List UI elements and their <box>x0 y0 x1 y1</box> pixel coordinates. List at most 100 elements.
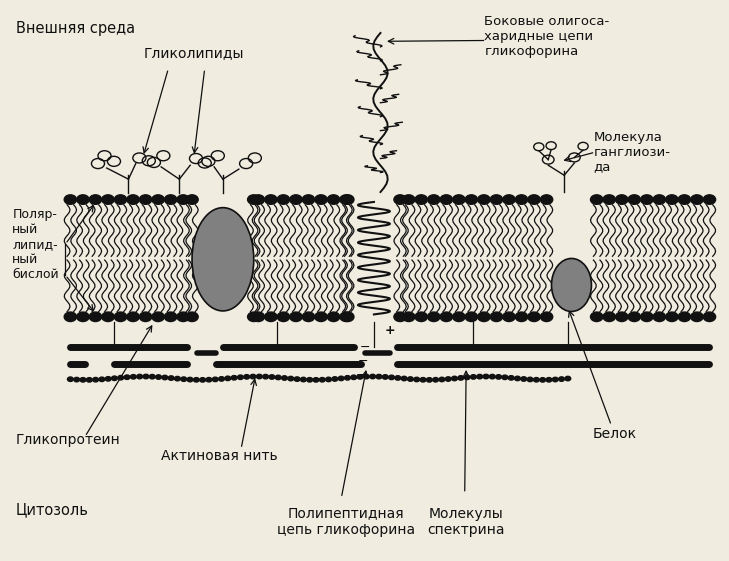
Circle shape <box>139 312 152 321</box>
Circle shape <box>364 374 370 379</box>
Circle shape <box>243 375 249 379</box>
Circle shape <box>177 195 190 204</box>
Circle shape <box>77 195 89 204</box>
Circle shape <box>102 195 114 204</box>
Circle shape <box>515 376 521 381</box>
Circle shape <box>165 312 177 321</box>
Circle shape <box>483 374 489 379</box>
Circle shape <box>470 375 476 379</box>
Circle shape <box>382 375 388 379</box>
Circle shape <box>515 312 528 321</box>
Circle shape <box>86 378 92 382</box>
Circle shape <box>395 376 401 380</box>
Text: Молекула
ганглиози-
да: Молекула ганглиози- да <box>593 131 670 173</box>
Circle shape <box>678 312 690 321</box>
Ellipse shape <box>552 259 591 311</box>
Circle shape <box>342 312 354 321</box>
Circle shape <box>68 377 74 381</box>
Circle shape <box>152 312 164 321</box>
Circle shape <box>130 375 136 379</box>
Circle shape <box>351 375 356 380</box>
Circle shape <box>414 377 420 381</box>
Text: Актиновая нить: Актиновая нить <box>161 449 278 463</box>
Circle shape <box>276 375 281 380</box>
Circle shape <box>496 375 502 379</box>
Text: Гликолипиды: Гликолипиды <box>144 46 244 60</box>
Circle shape <box>206 378 212 382</box>
Circle shape <box>540 195 553 204</box>
Circle shape <box>257 374 262 379</box>
Text: +: + <box>385 324 395 337</box>
Circle shape <box>628 312 641 321</box>
Circle shape <box>666 312 678 321</box>
Circle shape <box>628 195 641 204</box>
Circle shape <box>590 312 603 321</box>
Circle shape <box>307 378 313 382</box>
Circle shape <box>540 312 553 321</box>
Circle shape <box>376 374 382 379</box>
Text: Белок: Белок <box>593 427 637 441</box>
Circle shape <box>558 377 564 381</box>
Circle shape <box>653 312 666 321</box>
Circle shape <box>105 376 111 381</box>
Circle shape <box>508 376 514 380</box>
Ellipse shape <box>192 208 254 311</box>
Text: Полипептидная
цепь гликофорина: Полипептидная цепь гликофорина <box>277 507 416 537</box>
Circle shape <box>168 376 174 380</box>
Circle shape <box>539 378 545 382</box>
Text: −: − <box>358 355 368 368</box>
Circle shape <box>181 377 187 381</box>
Circle shape <box>231 375 237 380</box>
Circle shape <box>340 312 352 321</box>
Circle shape <box>428 312 440 321</box>
Circle shape <box>177 312 190 321</box>
Circle shape <box>269 375 275 379</box>
Circle shape <box>603 312 615 321</box>
Circle shape <box>165 195 177 204</box>
Circle shape <box>691 312 703 321</box>
Circle shape <box>155 375 161 379</box>
Circle shape <box>565 376 571 381</box>
Circle shape <box>303 312 315 321</box>
Circle shape <box>289 195 302 204</box>
Circle shape <box>453 312 465 321</box>
Circle shape <box>521 377 526 381</box>
Circle shape <box>89 312 101 321</box>
Circle shape <box>491 312 502 321</box>
Circle shape <box>653 195 666 204</box>
Circle shape <box>248 195 260 204</box>
Circle shape <box>289 312 302 321</box>
Circle shape <box>252 312 265 321</box>
Circle shape <box>338 376 344 381</box>
Circle shape <box>281 376 287 380</box>
Text: Молекулы
спектрина: Молекулы спектрина <box>427 507 505 537</box>
Circle shape <box>440 312 453 321</box>
Circle shape <box>174 376 180 381</box>
Circle shape <box>277 312 289 321</box>
Circle shape <box>250 374 256 379</box>
Circle shape <box>703 195 716 204</box>
Circle shape <box>162 375 168 380</box>
Circle shape <box>553 378 558 381</box>
Circle shape <box>315 312 327 321</box>
Circle shape <box>465 195 477 204</box>
Circle shape <box>288 376 294 381</box>
Circle shape <box>477 312 490 321</box>
Text: −: − <box>356 369 366 382</box>
Circle shape <box>402 312 415 321</box>
Circle shape <box>114 312 127 321</box>
Circle shape <box>415 312 427 321</box>
Circle shape <box>703 312 716 321</box>
Circle shape <box>502 375 508 380</box>
Circle shape <box>439 377 445 381</box>
Circle shape <box>112 376 117 380</box>
Circle shape <box>252 195 265 204</box>
Circle shape <box>603 195 615 204</box>
Circle shape <box>124 375 130 379</box>
Circle shape <box>489 374 495 379</box>
Circle shape <box>491 195 502 204</box>
Circle shape <box>265 195 277 204</box>
Circle shape <box>200 378 206 382</box>
Circle shape <box>300 378 306 381</box>
Circle shape <box>74 378 79 382</box>
